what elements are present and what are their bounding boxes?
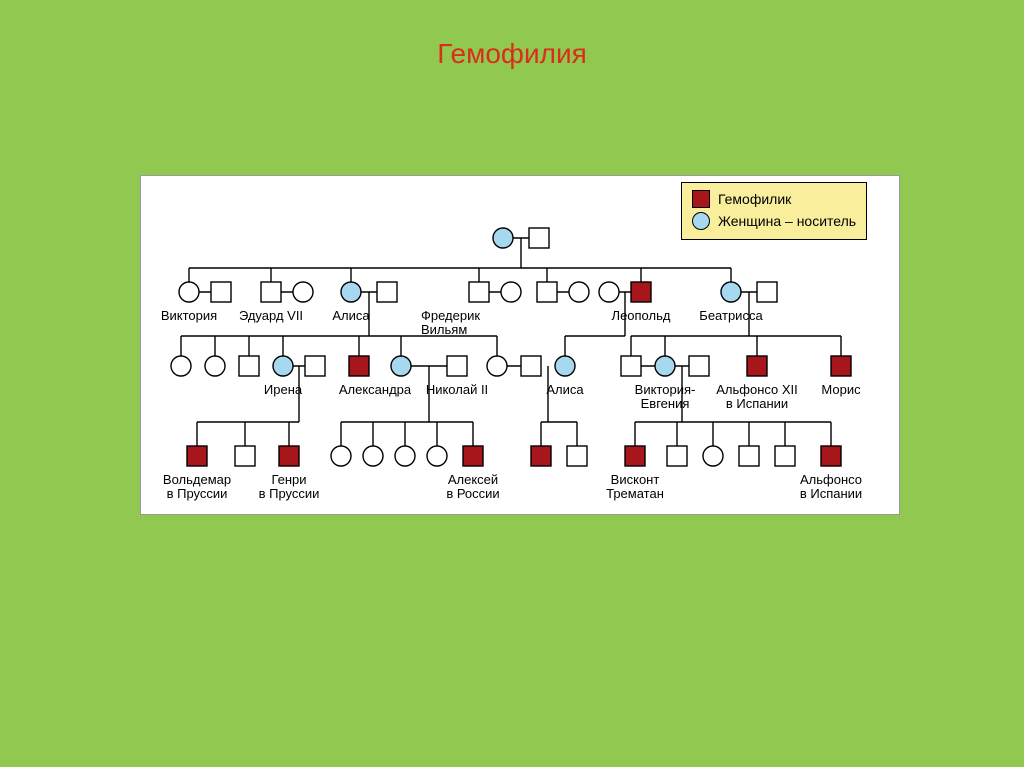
pedigree-node-victoria — [179, 282, 199, 302]
pedigree-label-henri: Генри — [271, 472, 306, 487]
pedigree-node-g4f4 — [427, 446, 447, 466]
pedigree-node-alfonso12 — [747, 356, 767, 376]
pedigree-node-g4m6 — [775, 446, 795, 466]
pedigree-label-alice_h: Вильям — [421, 322, 467, 337]
pedigree-node-alice — [341, 282, 361, 302]
pedigree-label-alexei: в России — [446, 486, 499, 501]
slide-title: Гемофилия — [437, 38, 587, 70]
pedigree-node-g4m1 — [235, 446, 255, 466]
pedigree-label-nicholas: Николай II — [426, 382, 488, 397]
pedigree-label-alexei: Алексей — [448, 472, 498, 487]
pedigree-label-moris: Морис — [821, 382, 861, 397]
pedigree-node-g4f2 — [363, 446, 383, 466]
pedigree-label-viscont: Висконт — [611, 472, 660, 487]
pedigree-node-voldemar — [187, 446, 207, 466]
pedigree-node-g4m3 — [567, 446, 587, 466]
pedigree-node-g3f3 — [487, 356, 507, 376]
pedigree-node-g2f2 — [569, 282, 589, 302]
pedigree-node-g4m2 — [531, 446, 551, 466]
pedigree-svg: Виктория Эдуард VII Алиса ФредерикВильям Лео… — [141, 176, 901, 516]
pedigree-chart-container: Гемофилик Женщина – носитель ВикторияЭду… — [140, 175, 900, 515]
pedigree-label-alfonso: в Испании — [800, 486, 862, 501]
pedigree-node-g4f3 — [395, 446, 415, 466]
pedigree-label-alice_h: Фредерик — [421, 308, 480, 323]
pedigree-node-g3m4 — [621, 356, 641, 376]
pedigree-label-edward: Эдуард VII — [239, 308, 303, 323]
pedigree-node-g2m2 — [537, 282, 557, 302]
pedigree-node-g3m1 — [239, 356, 259, 376]
pedigree-node-nicholas — [447, 356, 467, 376]
pedigree-node-alice_h — [377, 282, 397, 302]
pedigree-label-alice2: Алиса — [546, 382, 584, 397]
pedigree-node-vicevg — [655, 356, 675, 376]
pedigree-node-albert — [529, 228, 549, 248]
pedigree-node-leopold — [631, 282, 651, 302]
pedigree-node-viscont — [625, 446, 645, 466]
pedigree-node-irene_h — [305, 356, 325, 376]
pedigree-node-victoria_h — [211, 282, 231, 302]
pedigree-label-alfonso12: в Испании — [726, 396, 788, 411]
pedigree-label-henri: в Пруссии — [259, 486, 320, 501]
pedigree-node-leopold_w — [599, 282, 619, 302]
pedigree-node-g2f1 — [501, 282, 521, 302]
pedigree-node-g2m1 — [469, 282, 489, 302]
pedigree-node-henri — [279, 446, 299, 466]
pedigree-node-beatrice_h — [757, 282, 777, 302]
pedigree-label-alexandra: Александра — [339, 382, 412, 397]
pedigree-node-g3f1 — [171, 356, 191, 376]
pedigree-node-edward_w — [293, 282, 313, 302]
pedigree-node-qv — [493, 228, 513, 248]
pedigree-label-viscont: Трематан — [606, 486, 664, 501]
pedigree-label-beatrice: Беатрисса — [699, 308, 763, 323]
pedigree-label-vicevg: Виктория- — [635, 382, 696, 397]
pedigree-label-leopold: Леопольд — [612, 308, 671, 323]
pedigree-node-alexandra — [391, 356, 411, 376]
pedigree-node-alice2 — [555, 356, 575, 376]
pedigree-node-g3f2 — [205, 356, 225, 376]
pedigree-label-irene: Ирена — [264, 382, 303, 397]
pedigree-node-g3m2 — [349, 356, 369, 376]
pedigree-node-g4m4 — [667, 446, 687, 466]
pedigree-label-voldemar: в Пруссии — [167, 486, 228, 501]
pedigree-node-alexei — [463, 446, 483, 466]
pedigree-node-g3m3 — [521, 356, 541, 376]
pedigree-node-g3m5 — [689, 356, 709, 376]
pedigree-node-irene — [273, 356, 293, 376]
pedigree-label-voldemar: Вольдемар — [163, 472, 231, 487]
pedigree-node-beatrice — [721, 282, 741, 302]
pedigree-label-victoria: Виктория — [161, 308, 217, 323]
pedigree-label-alfonso: Альфонсо — [800, 472, 862, 487]
pedigree-label-alice: Алиса — [332, 308, 370, 323]
slide-canvas: Гемофилия Гемофилик Женщина – носитель В… — [0, 0, 1024, 767]
pedigree-node-moris — [831, 356, 851, 376]
pedigree-node-g4f1 — [331, 446, 351, 466]
pedigree-node-g4f5 — [703, 446, 723, 466]
pedigree-node-g4m5 — [739, 446, 759, 466]
pedigree-label-vicevg: Евгения — [641, 396, 690, 411]
pedigree-label-alfonso12: Альфонсо XII — [716, 382, 798, 397]
pedigree-node-alfonso — [821, 446, 841, 466]
pedigree-node-edward — [261, 282, 281, 302]
